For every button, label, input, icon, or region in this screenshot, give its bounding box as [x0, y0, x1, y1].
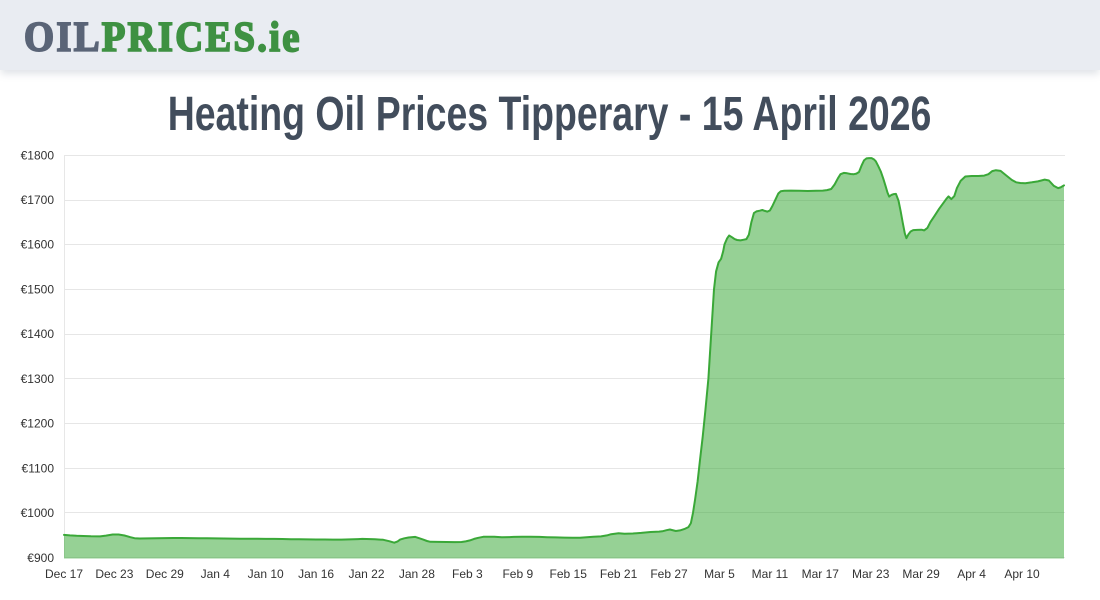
svg-text:€900: €900: [27, 551, 54, 565]
svg-text:Mar 5: Mar 5: [704, 567, 735, 581]
svg-text:€1200: €1200: [21, 417, 55, 431]
svg-text:Dec 29: Dec 29: [146, 567, 184, 581]
svg-text:€1600: €1600: [21, 238, 55, 252]
svg-text:Jan 4: Jan 4: [201, 567, 231, 581]
svg-text:Jan 10: Jan 10: [248, 567, 284, 581]
svg-text:Mar 17: Mar 17: [802, 567, 840, 581]
svg-text:Dec 23: Dec 23: [95, 567, 133, 581]
svg-text:Mar 11: Mar 11: [752, 567, 789, 581]
svg-text:Feb 3: Feb 3: [452, 567, 483, 581]
svg-text:€1800: €1800: [21, 148, 55, 162]
svg-text:€1000: €1000: [21, 506, 55, 520]
svg-text:Mar 23: Mar 23: [852, 567, 890, 581]
svg-text:Jan 22: Jan 22: [348, 567, 384, 581]
svg-text:€1100: €1100: [22, 461, 55, 475]
svg-text:€1300: €1300: [21, 372, 55, 386]
svg-text:€1700: €1700: [21, 193, 55, 207]
svg-text:Feb 21: Feb 21: [600, 567, 638, 581]
svg-text:Jan 28: Jan 28: [399, 567, 435, 581]
svg-text:Feb 27: Feb 27: [650, 567, 688, 581]
svg-text:Feb 15: Feb 15: [550, 567, 588, 581]
svg-text:€1500: €1500: [21, 283, 55, 297]
svg-text:Apr 10: Apr 10: [1004, 567, 1040, 581]
svg-text:Apr 4: Apr 4: [957, 567, 986, 581]
svg-text:Feb 9: Feb 9: [502, 567, 533, 581]
svg-text:€1400: €1400: [21, 327, 55, 341]
svg-text:Jan 16: Jan 16: [298, 567, 334, 581]
svg-text:Mar 29: Mar 29: [902, 567, 940, 581]
svg-text:Dec 17: Dec 17: [45, 567, 83, 581]
